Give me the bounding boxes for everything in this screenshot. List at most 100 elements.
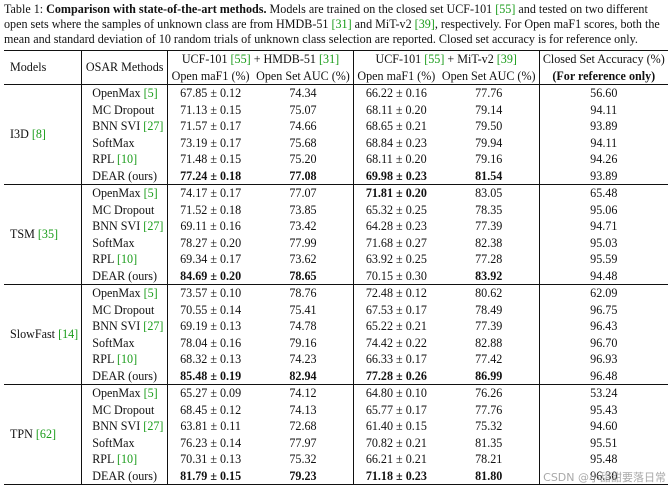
table-row: SoftMax 78.04 ± 0.16 79.16 74.42 ± 0.22 82.8… [4, 334, 668, 351]
value-mf1: 66.33 ± 0.17 [352, 351, 439, 368]
method-citation[interactable]: [27] [143, 219, 164, 233]
method-name: SoftMax [81, 334, 168, 351]
value-hf1: 74.17 ± 0.17 [167, 184, 254, 202]
value-hauc: 77.97 [289, 435, 317, 450]
method-label: BNN SVI [92, 419, 144, 433]
caption-text: Models are trained on the closed set UCF… [266, 2, 496, 16]
method-citation[interactable]: [10] [116, 252, 138, 266]
method-label: RPL [92, 452, 117, 466]
method-citation[interactable]: [27] [143, 119, 164, 133]
value-mauc: 78.49 [475, 302, 503, 317]
method-citation[interactable]: [10] [116, 352, 138, 366]
group-header-text: + HMDB-51 [250, 52, 319, 66]
value-acc: 94.26 [538, 151, 668, 168]
method-name: OpenMax [5] [81, 184, 168, 202]
value-mf1: 70.82 ± 0.21 [352, 434, 439, 451]
method-label: OpenMax [92, 386, 144, 400]
model-citation[interactable]: [8] [31, 127, 46, 142]
table-row: SoftMax 73.19 ± 0.17 75.68 68.84 ± 0.23 79.9… [4, 134, 668, 151]
value-mf1: 68.65 ± 0.21 [352, 118, 439, 135]
value-hf1: 63.81 ± 0.11 [167, 418, 254, 435]
caption-text: and MiT-v2 [351, 17, 415, 31]
caption-citation[interactable]: [55] [495, 2, 516, 16]
value-acc: 96.75 [538, 301, 668, 318]
method-name: OpenMax [5] [81, 84, 168, 102]
group-header-text: + MiT-v2 [444, 52, 497, 66]
group-header-citation[interactable]: [31] [319, 52, 340, 66]
method-citation[interactable]: [5] [143, 86, 158, 100]
value-mf1: 77.28 ± 0.26 [352, 367, 439, 385]
value-mf1: 66.21 ± 0.21 [352, 451, 439, 468]
table-row: BNN SVI [27] 71.57 ± 0.17 74.66 68.65 ± 0.2… [4, 118, 668, 135]
models-header: Models [4, 50, 82, 85]
value-mauc: 79.16 [475, 152, 503, 166]
value-mf1: 61.40 ± 0.15 [352, 418, 439, 435]
method-name: SoftMax [81, 134, 168, 151]
method-label: OpenMax [92, 186, 144, 200]
model-citation[interactable]: [62] [35, 427, 57, 442]
method-citation[interactable]: [5] [143, 186, 158, 200]
method-name: SoftMax [81, 234, 168, 251]
table-row: SoftMax 78.27 ± 0.20 77.99 71.68 ± 0.27 82.3… [4, 234, 668, 251]
method-name: DEAR (ours) [81, 367, 168, 385]
method-label: RPL [92, 352, 117, 366]
method-citation[interactable]: [27] [143, 419, 164, 433]
table-row: RPL [10] 69.34 ± 0.17 73.62 63.92 ± 0.25 77.… [4, 251, 668, 268]
method-label: BNN SVI [92, 119, 144, 133]
value-hf1: 71.57 ± 0.17 [167, 118, 254, 135]
value-mauc: 79.94 [475, 135, 503, 150]
value-mf1: 71.68 ± 0.27 [352, 234, 439, 251]
watermark: CSDN @小甜甜要落日常 [543, 471, 666, 484]
table-row: BNN SVI [27] 63.81 ± 0.11 72.68 61.40 ± 0.1… [4, 418, 668, 435]
value-mauc: 81.54 [438, 167, 540, 185]
group-header-text: UCF-101 [375, 52, 425, 66]
group-header-text: UCF-101 [181, 52, 231, 66]
value-hf1: 71.48 ± 0.15 [167, 151, 254, 168]
value-acc: 96.30 [538, 467, 668, 485]
method-citation[interactable]: [5] [143, 386, 158, 400]
value-hf1: 77.24 ± 0.18 [167, 167, 254, 185]
group-header-citation[interactable]: [39] [496, 52, 517, 66]
method-citation[interactable]: [10] [116, 452, 138, 466]
model-label: TPN [10, 427, 36, 442]
table-row: TPN [62] OpenMax [5] 65.27 ± 0.09 74.12 64.8… [4, 384, 668, 485]
method-citation[interactable]: [27] [143, 319, 164, 333]
table-row: MC Dropout 68.45 ± 0.12 74.13 65.77 ± 0.17 7… [4, 401, 668, 418]
caption-citation[interactable]: [39] [414, 17, 435, 31]
method-label: OpenMax [92, 286, 144, 300]
value-hf1: 81.79 ± 0.15 [167, 467, 254, 485]
value-hauc: 74.13 [289, 402, 317, 417]
value-mf1: 74.42 ± 0.22 [352, 334, 439, 351]
method-citation[interactable]: [5] [143, 286, 158, 300]
method-label: SoftMax [92, 135, 135, 150]
value-acc: 94.60 [538, 418, 668, 435]
value-hauc: 74.78 [289, 319, 317, 333]
table-row: DEAR (ours) 81.79 ± 0.15 79.23 71.18 ± 0.23… [4, 467, 668, 485]
group-header-citation[interactable]: [55] [230, 52, 251, 66]
value-hauc: 77.07 [289, 186, 317, 200]
model-citation[interactable]: [35] [37, 227, 59, 242]
closed-accuracy-header: Closed Set Accuracy (%) [538, 50, 668, 68]
method-label: RPL [92, 152, 117, 166]
value-mf1: 65.22 ± 0.21 [352, 318, 439, 335]
results-table: Models OSAR Methods UCF-101 [55] + HMDB-… [4, 50, 668, 485]
subheader-auc: Open Set AUC (%) [253, 67, 354, 85]
value-hf1: 78.27 ± 0.20 [167, 234, 254, 251]
table-row: MC Dropout 70.55 ± 0.14 75.41 67.53 ± 0.17 7… [4, 301, 668, 318]
value-mauc: 81.35 [475, 435, 503, 450]
group-header-citation[interactable]: [55] [424, 52, 445, 66]
value-mf1: 66.22 ± 0.16 [352, 84, 439, 102]
value-hauc: 77.99 [289, 235, 317, 250]
model-name: TSM [35] [4, 184, 82, 285]
method-citation[interactable]: [10] [116, 152, 138, 166]
caption-citation[interactable]: [31] [331, 17, 352, 31]
value-acc: 94.11 [538, 134, 668, 151]
table-row: I3D [8] OpenMax [5] 67.85 ± 0.12 74.34 66.22… [4, 84, 668, 185]
value-acc: 65.48 [538, 184, 668, 202]
value-acc: 96.93 [538, 351, 668, 368]
value-mf1: 71.81 ± 0.20 [352, 184, 439, 202]
method-label: SoftMax [92, 235, 135, 250]
caption-title: Comparison with state-of-the-art methods… [46, 2, 267, 16]
caption-text: and tested on two different open sets wh… [4, 2, 648, 31]
model-citation[interactable]: [14] [58, 327, 79, 342]
